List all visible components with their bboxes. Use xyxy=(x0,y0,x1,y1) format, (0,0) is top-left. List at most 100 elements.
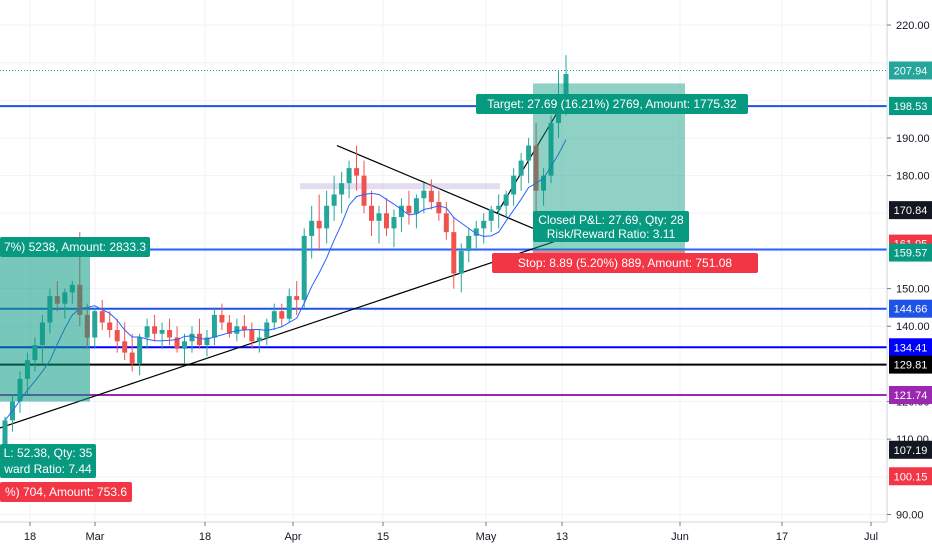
position-overlays: Target: 27.69 (16.21%) 2769, Amount: 177… xyxy=(0,83,758,502)
price-scale: 220.00190.00180.00150.00140.00120.00110.… xyxy=(886,0,932,522)
candle-body xyxy=(189,333,195,342)
level-tag-text: 134.41 xyxy=(894,342,928,354)
candle-body xyxy=(466,235,472,251)
level-tag-text: 144.66 xyxy=(894,304,928,316)
candle-body xyxy=(249,330,255,342)
candle-body xyxy=(279,311,285,319)
candle-body xyxy=(324,205,330,229)
candle-body xyxy=(92,311,98,338)
candle-body xyxy=(196,333,202,346)
candle-body xyxy=(144,326,150,338)
candle-body xyxy=(294,296,300,300)
risk-reward-label-text: Risk/Reward Ratio: 3.11 xyxy=(547,227,676,241)
time-axis-label: 13 xyxy=(556,531,568,543)
candle-body xyxy=(481,220,487,229)
candle-body xyxy=(496,205,502,210)
target-label-2-text: 7%) 5238, Amount: 2833.3 xyxy=(4,240,146,254)
candle-body xyxy=(211,314,217,338)
time-axis-label: Apr xyxy=(284,531,301,543)
target-label-box xyxy=(476,94,748,114)
candle-body xyxy=(421,190,427,199)
candle-body xyxy=(383,213,389,229)
candle-body xyxy=(316,220,322,229)
candle-body xyxy=(234,326,240,334)
candle-body xyxy=(226,322,232,334)
candle-body xyxy=(159,330,165,334)
scale-tag xyxy=(889,467,932,486)
risk-reward-label-box xyxy=(533,226,689,242)
candle-body xyxy=(2,420,8,447)
candle-body xyxy=(436,202,442,214)
time-axis-label: Mar xyxy=(86,531,105,543)
stop-label-2-box xyxy=(0,482,132,502)
candle-body xyxy=(167,330,173,338)
candle-body xyxy=(107,322,113,330)
current-price-tag-text: 207.94 xyxy=(894,65,928,77)
candle-body xyxy=(511,175,517,195)
level-tag xyxy=(889,385,932,404)
candle-body xyxy=(548,122,554,176)
candle-body xyxy=(114,330,120,342)
candle-body xyxy=(443,213,449,233)
scale-tag-text: 107.19 xyxy=(894,445,928,457)
scale-tag-text: 100.15 xyxy=(894,471,928,483)
price-scale-label: 140.00 xyxy=(896,321,930,333)
candle-body xyxy=(256,337,262,342)
candle-body xyxy=(369,205,375,221)
candle-body xyxy=(271,311,277,323)
time-axis: 18 Mar 18 Apr 15 May 13 Jun 17 Jul xyxy=(0,521,887,543)
candle-body xyxy=(301,235,307,300)
closed-pl-label-text: Closed P&L: 27.69, Qty: 28 xyxy=(538,213,684,227)
price-scale-label: 180.00 xyxy=(896,171,930,183)
support-trendline xyxy=(0,239,561,429)
scale-tag-text: 170.84 xyxy=(894,205,928,217)
price-scale-label: 90.00 xyxy=(896,509,924,521)
candle-body xyxy=(122,341,128,353)
candle-body xyxy=(204,337,210,346)
stop-label-2-text: %) 704, Amount: 753.6 xyxy=(5,485,127,499)
candle-body xyxy=(458,250,464,274)
level-tag xyxy=(889,299,932,318)
price-scale-label: 190.00 xyxy=(896,133,930,145)
scale-tag xyxy=(889,243,932,262)
candle-body xyxy=(286,296,292,319)
candle-body xyxy=(331,194,337,206)
scale-tag-text: 159.57 xyxy=(894,248,928,260)
candle-body xyxy=(137,337,143,364)
level-tag xyxy=(889,338,932,357)
price-scale-label: 150.00 xyxy=(896,284,930,296)
candle-body xyxy=(219,314,225,323)
candle-body xyxy=(473,228,479,236)
candle-body xyxy=(526,145,532,161)
candle-body xyxy=(391,217,397,229)
candle-body xyxy=(541,175,547,191)
candle-body xyxy=(99,311,105,323)
candle-body xyxy=(451,232,457,274)
time-axis-label: 17 xyxy=(776,531,788,543)
candle-body xyxy=(503,194,509,206)
closed-pl-label-box xyxy=(533,211,689,229)
closed-pl-label-2-box xyxy=(0,444,96,462)
candle-body xyxy=(264,322,270,338)
candle-body xyxy=(428,190,434,202)
current-price-tag xyxy=(889,61,932,80)
candle-body xyxy=(346,168,352,184)
time-axis-label: 15 xyxy=(377,531,389,543)
candle-body xyxy=(339,183,345,195)
candle-body xyxy=(398,205,404,218)
price-scale-label: 220.00 xyxy=(896,20,930,32)
candle-body xyxy=(413,198,419,214)
candle-body xyxy=(563,74,569,108)
candle-body xyxy=(518,160,524,176)
time-axis-label: 18 xyxy=(199,531,211,543)
candle-body xyxy=(488,209,494,221)
candle-body xyxy=(174,337,180,349)
candle-body xyxy=(406,205,412,214)
level-tag-text: 121.74 xyxy=(894,390,928,402)
candle-body xyxy=(129,352,135,364)
risk-reward-label-2-box xyxy=(0,460,96,478)
time-axis-label: 18 xyxy=(24,531,36,543)
time-axis-label: May xyxy=(476,531,497,543)
